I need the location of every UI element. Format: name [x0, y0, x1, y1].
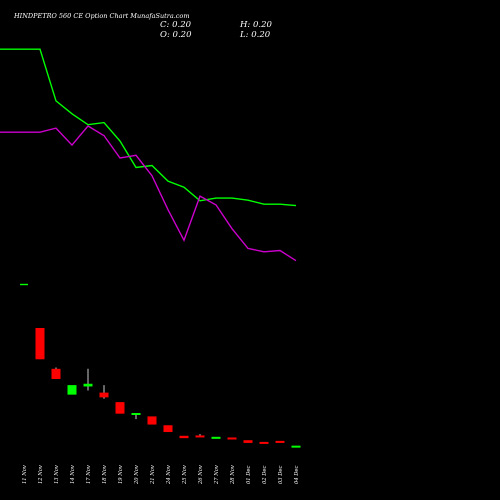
candle	[83, 368, 93, 391]
chart-title: HINDPETRO 560 CE Option Chart MunafaSutr…	[13, 12, 190, 20]
candle	[275, 440, 285, 443]
candle-body	[195, 435, 205, 438]
candle-body	[131, 413, 141, 415]
moving-average-lines	[0, 48, 297, 262]
candle	[259, 441, 269, 444]
candle	[115, 402, 125, 414]
x-tick-label: 21 Nov	[150, 465, 156, 485]
candles	[20, 283, 301, 448]
x-tick-label: 13 Nov	[54, 465, 60, 484]
candle-body	[51, 368, 61, 379]
x-tick-label: 02 Dec	[262, 466, 268, 484]
close-value-label: C: 0.20	[160, 20, 192, 30]
x-tick-label: 28 Nov	[230, 465, 236, 485]
candle-body	[67, 385, 77, 395]
candle	[51, 367, 61, 379]
candle-body	[115, 402, 125, 414]
candle-body	[179, 435, 189, 439]
x-tick-label: 25 Nov	[182, 465, 188, 485]
x-tick-label: 27 Nov	[214, 465, 220, 485]
candle-body	[275, 440, 285, 443]
indicator-line-1	[0, 48, 297, 207]
candle	[291, 445, 301, 448]
candle-body	[243, 440, 253, 443]
candle-body	[227, 437, 237, 440]
candle	[20, 283, 28, 286]
candle-body	[147, 416, 157, 425]
x-axis-tick-labels: 11 Nov 12 Nov 13 Nov 14 Nov 17 Nov 18 Nov 19 N…	[22, 465, 300, 485]
candle	[211, 436, 221, 439]
candle-body	[83, 383, 93, 387]
x-tick-label: 11 Nov	[22, 465, 28, 484]
candle	[243, 440, 253, 443]
candle-body	[35, 328, 45, 360]
candle	[99, 385, 109, 399]
candle	[131, 413, 141, 420]
x-tick-label: 01 Dec	[246, 466, 252, 484]
x-tick-label: 19 Nov	[118, 465, 124, 484]
candle	[227, 437, 237, 440]
candle	[179, 435, 189, 439]
candle	[163, 425, 173, 433]
x-tick-label: 04 Dec	[294, 466, 300, 484]
x-tick-label: 20 Nov	[134, 465, 140, 485]
x-tick-label: 03 Dec	[278, 466, 284, 484]
candle	[147, 416, 157, 425]
candle-body	[20, 283, 28, 286]
candle-body	[99, 392, 109, 398]
candle	[195, 434, 205, 438]
high-value-label: H: 0.20	[239, 20, 273, 30]
candle-body	[163, 425, 173, 433]
x-tick-label: 17 Nov	[86, 465, 92, 484]
candle-body	[259, 441, 269, 444]
candle	[35, 328, 45, 360]
x-tick-label: 24 Nov	[166, 465, 172, 485]
candle	[67, 385, 77, 395]
indicator-line-2	[0, 125, 297, 262]
candle-body	[211, 436, 221, 439]
candle-body	[291, 445, 301, 448]
x-tick-label: 14 Nov	[70, 465, 76, 484]
x-tick-label: 18 Nov	[102, 465, 108, 484]
open-value-label: O: 0.20	[160, 30, 192, 40]
x-tick-label: 12 Nov	[38, 465, 44, 484]
low-value-label: L: 0.20	[239, 30, 271, 40]
x-tick-label: 26 Nov	[198, 465, 204, 485]
